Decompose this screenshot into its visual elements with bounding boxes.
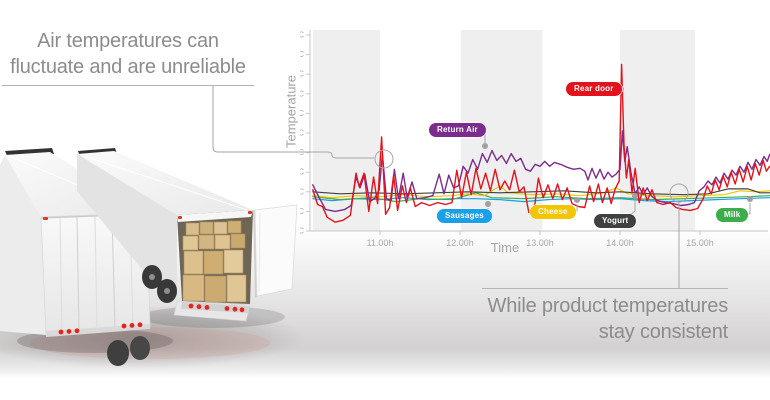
series-badge-sausages: Sausages	[437, 209, 492, 223]
callout-product-temperatures: While product temperatures stay consiste…	[482, 288, 728, 345]
y-axis-title: Temperature	[283, 75, 299, 148]
callout-right-line2: stay consistent	[598, 321, 728, 343]
y-tick-label: 14°C	[300, 89, 304, 98]
truck-illustration	[0, 148, 305, 369]
trailer-left	[0, 148, 151, 366]
y-tick-label: 2°C	[300, 207, 304, 216]
x-axis-title: Time	[490, 240, 520, 255]
y-tick-label: 20°C	[300, 31, 304, 40]
series-badge-cheese: Cheese	[530, 205, 576, 219]
series-badge-yogurt: Yogurt	[594, 214, 637, 228]
callout-left-line1: Air temperatures can	[37, 30, 219, 52]
callout-air-temperatures: Air temperatures can fluctuate and are u…	[2, 28, 254, 86]
y-tick-label: 16°C	[300, 70, 304, 79]
x-tick-label: 13.00h	[526, 238, 554, 248]
series-badge-rear-door: Rear door	[566, 82, 622, 96]
truck-shadow	[30, 327, 270, 359]
callout-right-line1: While product temperatures	[487, 295, 729, 317]
series-line-rear-door	[312, 63, 770, 223]
x-tick-label: 11.00h	[367, 238, 394, 248]
y-tick-label: 0°C	[300, 227, 304, 236]
x-tick-label: 14.00h	[606, 238, 634, 248]
y-tick-label: 12°C	[300, 109, 304, 118]
y-tick-label: 6°C	[300, 168, 304, 177]
series-line-milk	[312, 192, 770, 203]
series-line-return-air	[312, 130, 770, 213]
y-tick-label: 18°C	[300, 50, 304, 59]
callout-left-line2: fluctuate and are unreliable	[10, 56, 246, 78]
series-badge-return-air: Return Air	[429, 123, 486, 137]
series-badge-milk: Milk	[716, 208, 749, 222]
x-tick-label: 15.00h	[686, 238, 714, 248]
x-tick-label: 12.00h	[446, 238, 474, 248]
temperature-line-chart: 0°C 2°C 4°C 6°C 8°C 10°C 12°C 14°C 16°C 18°C 20°C 1…	[300, 30, 770, 248]
cargo-boxes	[182, 220, 247, 303]
y-tick-label: 4°C	[300, 187, 304, 196]
trailer-right	[77, 148, 298, 322]
y-tick-label: 10°C	[300, 129, 304, 138]
y-tick-label: 8°C	[300, 148, 304, 157]
